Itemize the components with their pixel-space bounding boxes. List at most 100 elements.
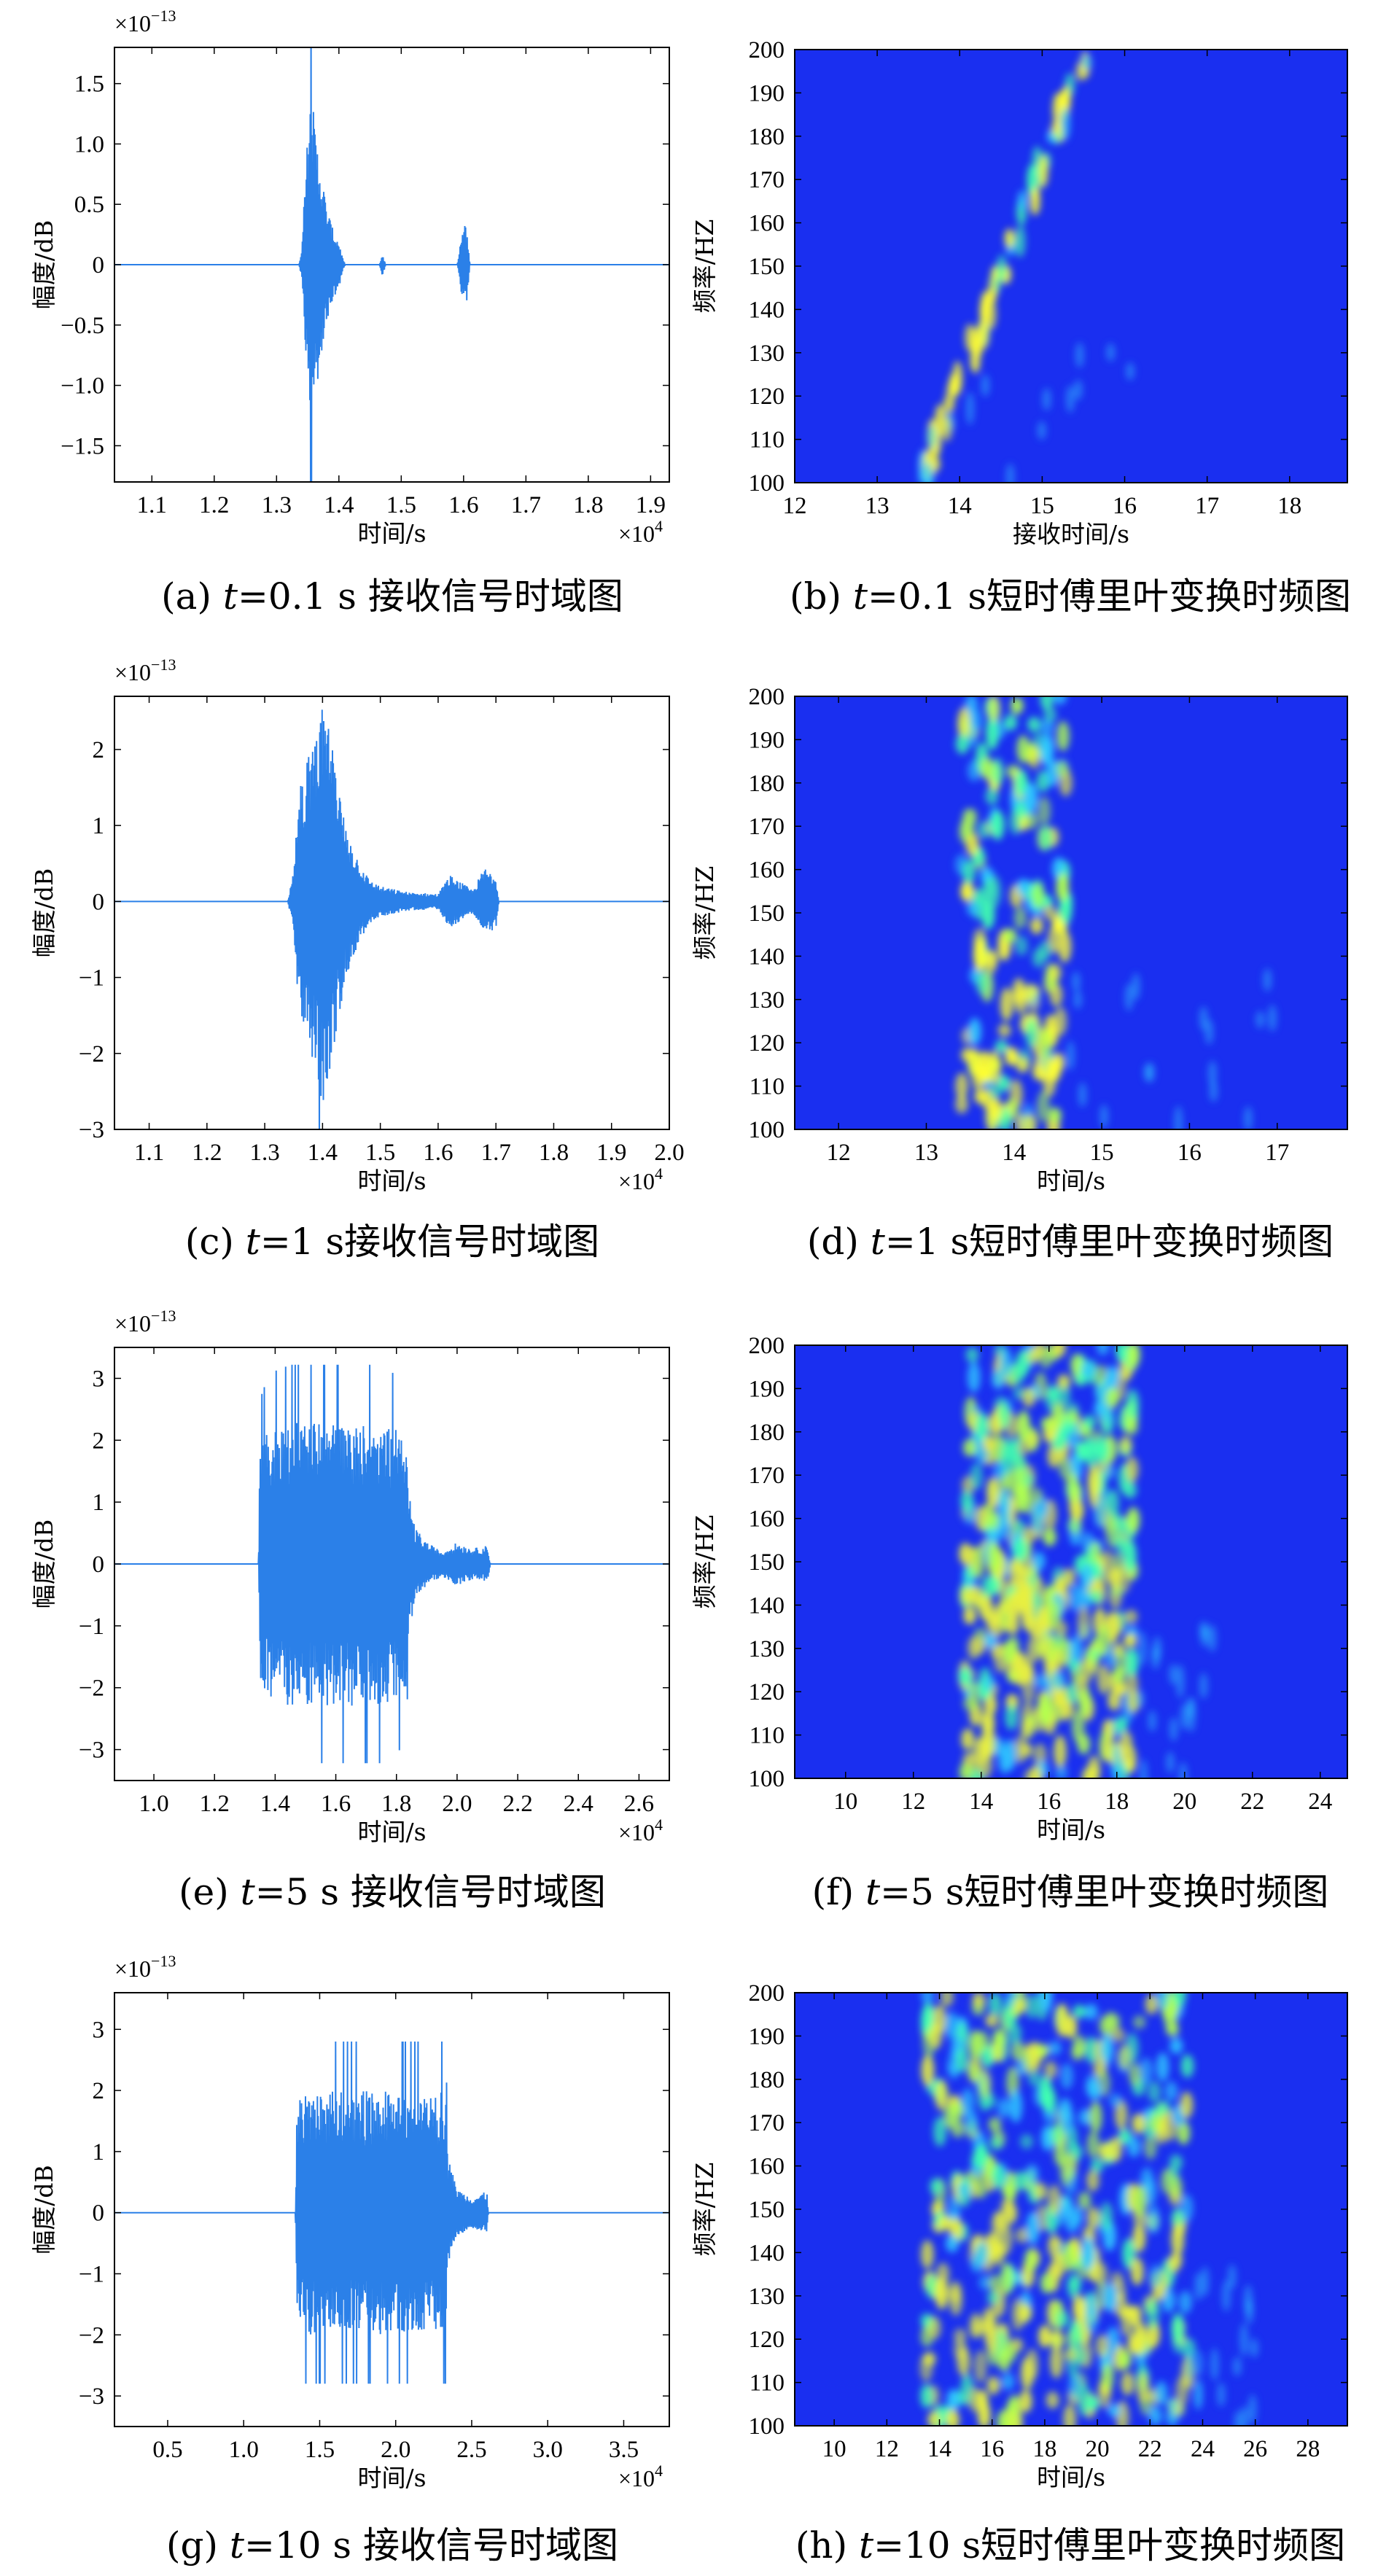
x-tick-label: 1.2 (199, 492, 229, 518)
spectral-blob (1069, 1584, 1083, 1612)
spectral-blob (1043, 2087, 1056, 2113)
y-tick-label: 130 (749, 341, 785, 367)
spectral-blob (1039, 1993, 1053, 2012)
caption-variable: t (246, 1221, 261, 1263)
spectral-blob (1016, 1057, 1029, 1073)
spectral-blob (988, 2274, 1002, 2292)
spectral-blob (1029, 188, 1040, 216)
caption-suffix: =1 s短时傅里叶变换时频图 (885, 1221, 1334, 1263)
spectral-blob (1065, 1409, 1079, 1424)
x-tick-label: 12 (875, 2436, 899, 2462)
spectral-blob (1023, 785, 1037, 817)
spectral-blob (1067, 1658, 1081, 1673)
spectral-blob (967, 1361, 981, 1393)
spectral-blob (1108, 1567, 1122, 1589)
spectral-blob (1077, 1734, 1091, 1755)
spectral-blob (919, 2354, 933, 2382)
spectral-blob (938, 2215, 951, 2230)
spectral-blob (1089, 2101, 1102, 2133)
spectral-blob (1145, 1994, 1159, 2015)
spectral-blob (989, 1098, 1003, 1121)
spectral-blob (1053, 1735, 1067, 1769)
y-tick-label: 180 (749, 771, 785, 797)
spectral-blob (1054, 1432, 1067, 1451)
spectral-blob (1071, 1500, 1085, 1522)
spectral-blob (1015, 225, 1026, 258)
x-tick-label: 14 (927, 2436, 951, 2462)
spectral-blob (999, 1348, 1013, 1377)
spectral-tail (1194, 2378, 1203, 2410)
y-tick-label: 180 (749, 2067, 785, 2093)
spectral-blob (1005, 1047, 1019, 1066)
spectral-tail (1263, 968, 1272, 992)
y-tick-label: 140 (749, 297, 785, 323)
spectral-blob (1047, 1600, 1061, 1630)
spectral-blob (1148, 2114, 1161, 2132)
spectral-blob (1124, 1633, 1137, 1648)
spectral-blob (1112, 1666, 1126, 1684)
x-tick-label: 1.0 (139, 1791, 168, 1817)
spectral-tail (1073, 990, 1083, 1009)
spectral-blob (1048, 1059, 1062, 1082)
plot-area-d (795, 696, 1347, 1129)
signal-line (114, 1364, 669, 1764)
y-multiplier-base: ×10 (114, 1310, 151, 1336)
y-tick-label: 200 (749, 1980, 785, 2007)
spectral-blob (1001, 2183, 1015, 2198)
spectral-blob (1039, 1027, 1053, 1061)
spectral-blob (1001, 2373, 1015, 2391)
spectral-tail (1239, 2322, 1249, 2357)
spectral-tail (1207, 1624, 1217, 1652)
spectral-blob (930, 2178, 943, 2195)
spectral-blob (985, 2328, 999, 2356)
spectral-blob (1013, 2171, 1027, 2191)
spectral-blob (1013, 1468, 1027, 1484)
spectral-blob (986, 716, 1000, 750)
x-axis-label: 时间/s (1037, 2463, 1105, 2491)
spectral-tail (1005, 463, 1015, 483)
y-tick-label: 0 (93, 1552, 105, 1578)
spectral-blob (961, 1728, 975, 1751)
spectral-blob (1063, 2404, 1077, 2426)
spectral-tail (1099, 1104, 1109, 1129)
spectral-tail (1247, 2394, 1257, 2424)
spectral-blob (1156, 2100, 1170, 2115)
plot-area-b (795, 50, 1347, 483)
spectral-blob (1156, 2052, 1169, 2082)
spectral-blob (1014, 1588, 1028, 1612)
y-tick-label: 1 (93, 813, 105, 839)
spectral-blob (1043, 1528, 1056, 1546)
spectral-blob (1031, 883, 1045, 908)
spectral-tail (1148, 1710, 1157, 1732)
y-tick-label: 120 (749, 1030, 785, 1057)
y-tick-label: 160 (749, 857, 785, 884)
spectral-tail (1106, 343, 1116, 362)
spectral-blob (1055, 2003, 1069, 2037)
x-axis-label: 时间/s (357, 2464, 426, 2492)
spectral-blob (1017, 190, 1028, 211)
x-tick-label: 20 (1172, 1789, 1196, 1815)
spectral-blob (1047, 2235, 1061, 2259)
spectral-blob (1114, 2099, 1128, 2131)
spectral-blob (986, 2291, 1000, 2305)
spectral-blob (1106, 1489, 1120, 1517)
spectral-blob (1027, 745, 1041, 769)
spectral-blob (955, 1073, 969, 1100)
spectral-tail (1078, 1082, 1087, 1108)
spectral-blob (1065, 2215, 1079, 2233)
spectral-blob (962, 808, 976, 839)
spectral-blob (1073, 2295, 1086, 2320)
y-tick-label: 170 (749, 1463, 785, 1489)
spectral-tail (1268, 1004, 1277, 1032)
spectral-blob (1121, 2371, 1134, 2396)
spectral-blob (1048, 2041, 1062, 2055)
spectral-tail (1037, 421, 1046, 440)
spectral-blob (1024, 1018, 1038, 1048)
spectral-blob (1099, 2201, 1113, 2231)
spectral-blob (990, 758, 1004, 786)
spectral-blob (1124, 1482, 1137, 1499)
spectral-blob (1077, 1606, 1091, 1640)
spectral-blob (1020, 1719, 1034, 1740)
spectral-blob (968, 1681, 981, 1710)
spectral-blob (920, 2384, 934, 2408)
